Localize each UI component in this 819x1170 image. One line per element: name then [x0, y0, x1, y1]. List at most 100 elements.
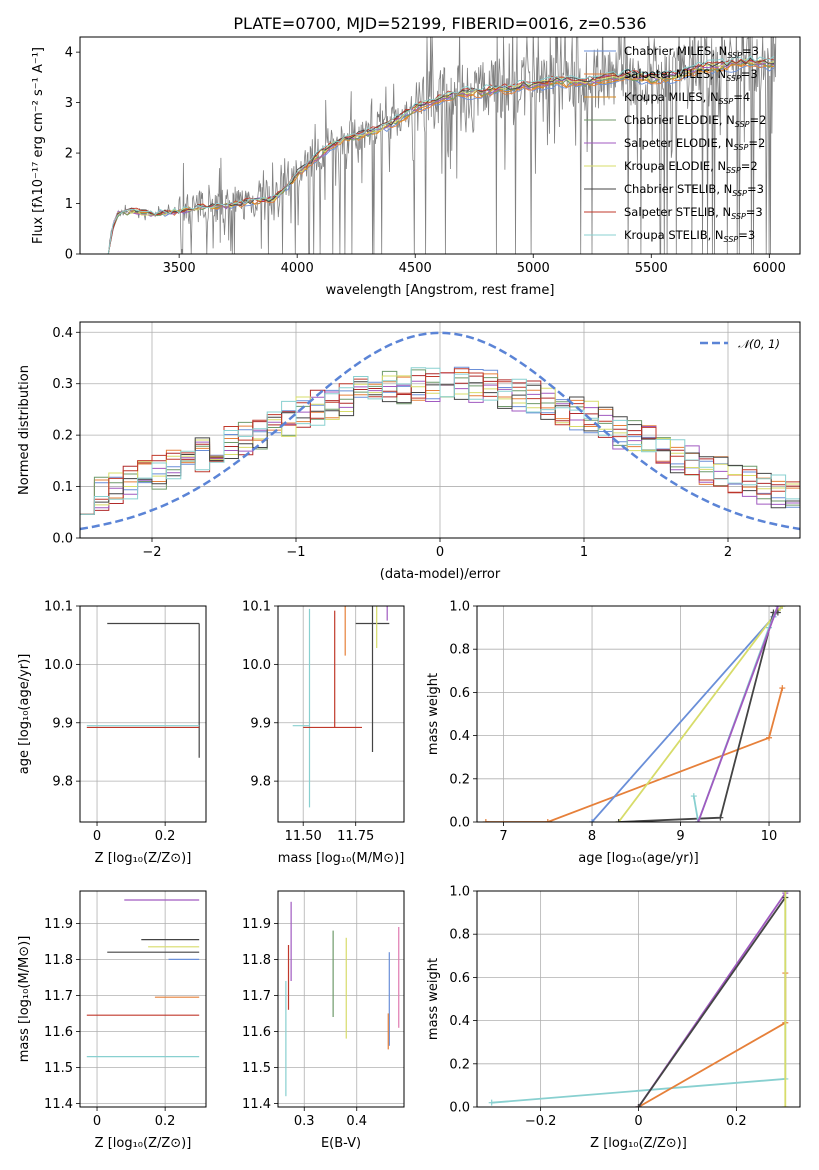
cumulative-age-xtick-label: 10	[761, 829, 778, 844]
legend-label: Salpeter ELODIE, NSSP=2	[624, 136, 765, 152]
cumulative-age-ylabel: mass weight	[426, 673, 441, 755]
age-vs-Z-plot-area	[86, 622, 200, 758]
cumulative-Z-marker	[782, 1104, 789, 1107]
spectrum-model-line	[107, 60, 775, 254]
mass-vs-Z-ylabel: mass [log₁₀(M/M⊙)]	[17, 936, 32, 1063]
spectrum-xtick-label: 5000	[517, 261, 550, 276]
mass-vs-ebv-xtick-label: 0.4	[346, 1114, 367, 1129]
spectrum-ytick-label: 2	[65, 147, 73, 162]
spectrum-xtick-label: 6000	[753, 261, 786, 276]
spectrum-model-line	[107, 63, 775, 254]
spectrum-model-line	[107, 55, 775, 254]
age-vs-mass-ytick-label: 10.1	[242, 600, 271, 615]
mass-vs-ebv-xlabel: E(B-V)	[321, 1136, 361, 1151]
cumulative-age-marker	[482, 819, 489, 822]
cumulative-Z-xtick-label: 0.2	[726, 1114, 747, 1129]
residuals-xtick-label: −2	[142, 545, 161, 560]
age-vs-mass-plot-area	[292, 606, 390, 808]
age-vs-mass-frame	[277, 605, 405, 823]
cumulative-Z-ytick-label: 0.4	[449, 1014, 470, 1029]
mass-vs-ebv-ytick-label: 11.7	[242, 989, 271, 1004]
cumulative-Z-ytick-label: 1.0	[449, 885, 470, 900]
age-vs-mass-ytick-label: 10.0	[242, 658, 271, 673]
age-vs-mass-xlabel: mass [log₁₀(M/M⊙)]	[278, 851, 405, 866]
legend-label: Salpeter STELIB, NSSP=3	[624, 205, 763, 221]
legend-label: Kroupa ELODIE, NSSP=2	[624, 159, 758, 175]
cumulative-age-xtick-label: 7	[499, 829, 507, 844]
residuals-panel: −2 −1 0 1 2 0.0 0.1 0.2 0.3 0.4 (data-model)/error…	[17, 321, 801, 582]
cumulative-Z-ylabel: mass weight	[426, 958, 441, 1040]
mass-vs-ebv-frame	[277, 890, 405, 1108]
cumulative-age-line	[591, 606, 783, 822]
age-vs-mass-panel: 11.50 11.75 9.8 9.9 10.0 10.1 mass [log₁₀(M/M⊙…	[242, 600, 405, 866]
age-vs-mass-ytick-label: 9.9	[250, 716, 271, 731]
spectrum-model-line	[107, 58, 775, 254]
spectrum-xtick-label: 4500	[399, 261, 432, 276]
cumulative-age-line	[617, 606, 783, 822]
cumulative-Z-ytick-label: 0.0	[449, 1101, 470, 1116]
spectrum-xtick-label: 3500	[163, 261, 196, 276]
age-vs-Z-xtick-label: 0.2	[155, 829, 176, 844]
spectrum-frame	[79, 36, 801, 255]
cumulative-age-xtick-label: 9	[676, 829, 684, 844]
cumulative-age-marker	[779, 606, 786, 609]
age-vs-mass-xtick-label: 11.75	[337, 829, 374, 844]
cumulative-age-marker	[589, 819, 596, 822]
cumulative-Z-marker	[488, 1099, 495, 1106]
residuals-ytick-label: 0.4	[52, 326, 73, 341]
cumulative-Z-xlabel: Z [log₁₀(Z/Z⊙)]	[590, 1136, 687, 1151]
residuals-xtick-label: −1	[286, 545, 305, 560]
cumulative-Z-frame	[476, 890, 801, 1108]
legend-label: Chabrier ELODIE, NSSP=2	[624, 113, 766, 129]
age-vs-Z-ytick-label: 10.0	[44, 658, 73, 673]
spectrum-ytick-label: 1	[65, 197, 73, 212]
cumulative-Z-plot-area	[488, 891, 789, 1107]
mass-vs-Z-ytick-label: 11.4	[44, 1097, 73, 1112]
age-vs-Z-panel: 0 0.2 9.8 9.9 10.0 10.1 Z [log₁₀(Z/Z⊙)] age [lo…	[17, 600, 207, 866]
cumulative-age-marker	[615, 819, 622, 822]
spectrum-panel: 3500 4000 4500 5000 5500 6000 0 1 2 3 4 wavelength …	[31, 36, 801, 298]
mass-vs-ebv-panel: 0.3 0.4 11.4 11.5 11.6 11.7 11.8 11.9 E(B-V)	[242, 890, 405, 1151]
mass-vs-ebv-ytick-label: 11.4	[242, 1097, 271, 1112]
residuals-ytick-label: 0.3	[52, 377, 73, 392]
age-vs-Z-ytick-label: 9.8	[52, 775, 73, 790]
spectrum-model-line	[107, 61, 775, 254]
mass-vs-Z-ytick-label: 11.8	[44, 953, 73, 968]
cumulative-age-marker	[695, 819, 702, 822]
cumulative-age-marker	[774, 606, 781, 609]
residuals-ytick-label: 0.0	[52, 532, 73, 547]
age-vs-Z-xlabel: Z [log₁₀(Z/Z⊙)]	[95, 851, 192, 866]
cumulative-Z-line	[637, 896, 787, 1107]
age-vs-Z-ylabel: age [log₁₀(age/yr)]	[17, 654, 32, 775]
spectrum-ytick-label: 4	[65, 46, 73, 61]
residual-histogram	[80, 367, 800, 515]
cumulative-Z-line	[638, 973, 787, 1107]
cumulative-Z-ytick-label: 0.2	[449, 1057, 470, 1072]
spectrum-xtick-label: 4000	[281, 261, 314, 276]
residuals-ytick-label: 0.1	[52, 480, 73, 495]
mass-vs-Z-ytick-label: 11.7	[44, 989, 73, 1004]
spectrum-data-line	[107, 37, 777, 254]
cumulative-age-marker	[717, 814, 724, 821]
legend-label: Salpeter MILES, NSSP=3	[624, 67, 758, 83]
mass-vs-ebv-ytick-label: 11.6	[242, 1025, 271, 1040]
mass-vs-Z-xtick-label: 0	[93, 1114, 101, 1129]
spectrum-model-line	[107, 62, 775, 254]
spectrum-xlabel: wavelength [Angstrom, rest frame]	[326, 283, 555, 298]
cumulative-age-marker	[544, 819, 551, 822]
mass-vs-Z-xtick-label: 0.2	[155, 1114, 176, 1129]
legend-label: Chabrier MILES, NSSP=3	[624, 44, 759, 60]
legend-label: Chabrier STELIB, NSSP=3	[624, 182, 764, 198]
figure-title: PLATE=0700, MJD=52199, FIBERID=0016, z=0…	[233, 14, 646, 33]
residuals-ylabel: Normed distribution	[17, 365, 32, 495]
spectrum-plot-area	[107, 37, 777, 254]
cumulative-Z-ytick-label: 0.6	[449, 971, 470, 986]
spectrum-ytick-label: 3	[65, 96, 73, 111]
spectrum-xtick-label: 5500	[635, 261, 668, 276]
age-vs-mass-ytick-label: 9.8	[250, 775, 271, 790]
cumulative-age-ytick-label: 0.2	[449, 772, 470, 787]
cumulative-age-plot-area	[482, 606, 786, 822]
cumulative-age-xtick-label: 8	[588, 829, 596, 844]
plots-group: 3500 4000 4500 5000 5500 6000 0 1 2 3 4 wavelength …	[17, 36, 801, 1151]
